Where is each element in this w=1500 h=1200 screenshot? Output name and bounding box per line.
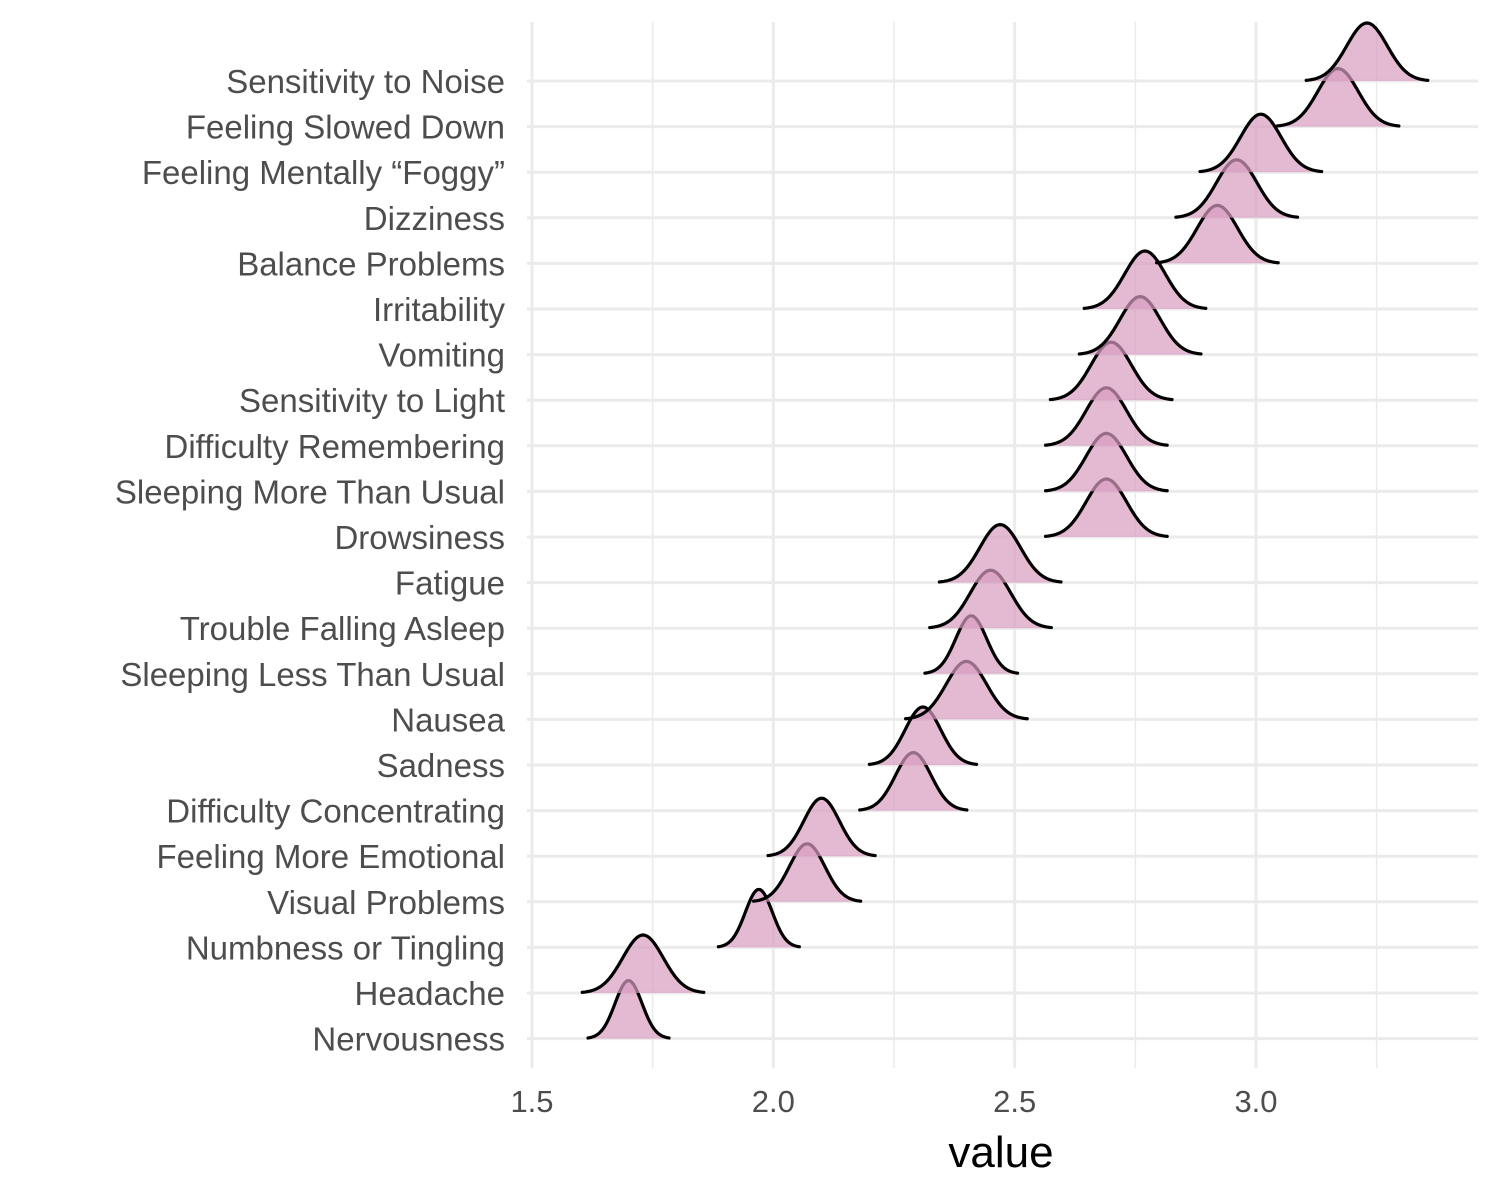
density-line [867, 705, 979, 766]
y-axis-labels: Sensitivity to Noise Feeling Slowed Down F… [115, 63, 506, 1058]
y-tick-label: Headache [355, 975, 505, 1012]
ridge-11 [937, 523, 1063, 584]
x-tick-label: 3.0 [1234, 1084, 1277, 1119]
density-line [580, 933, 706, 994]
density-fill [1200, 114, 1322, 173]
y-tick-label: Sleeping More Than Usual [115, 473, 505, 510]
x-tick-label: 1.5 [510, 1084, 553, 1119]
y-tick-label: Vomiting [378, 337, 505, 374]
density-fill [1079, 296, 1201, 355]
y-tick-label: Feeling Slowed Down [186, 109, 505, 146]
density-fill [1045, 387, 1168, 446]
density-line [1082, 249, 1208, 310]
density-fill [939, 524, 1061, 583]
y-tick-label: Feeling More Emotional [157, 838, 506, 875]
y-tick-label: Visual Problems [267, 884, 505, 921]
y-tick-label: Difficulty Remembering [164, 428, 505, 465]
y-tick-label: Dizziness [364, 200, 505, 237]
density-line [1198, 112, 1324, 174]
density-line [766, 796, 877, 858]
density-fill [869, 707, 977, 765]
density-fill [768, 798, 876, 857]
density-line [1304, 21, 1430, 82]
y-tick-label: Sadness [377, 747, 505, 784]
y-tick-label: Fatigue [395, 565, 505, 602]
density-fill [1175, 159, 1298, 218]
ridge-0 [1304, 21, 1430, 82]
density-fill [859, 752, 967, 811]
y-tick-label: Difficulty Concentrating [166, 793, 505, 830]
density-fill [582, 935, 704, 993]
density-line [937, 523, 1063, 584]
density-fill [587, 980, 670, 1039]
y-tick-label: Feeling Mentally “Foggy” [142, 154, 505, 191]
y-tick-label: Sensitivity to Noise [226, 63, 505, 100]
density-fill [1277, 68, 1399, 127]
density-fill [1045, 433, 1168, 492]
x-axis-labels: 1.5 2.0 2.5 3.0 [510, 1084, 1277, 1119]
y-tick-label: Sensitivity to Light [239, 382, 505, 419]
ridge-5 [1082, 249, 1208, 310]
y-tick-label: Trouble Falling Asleep [180, 610, 505, 647]
density-fill [924, 615, 1018, 674]
y-tick-label: Drowsiness [334, 519, 505, 556]
ridge-19 [716, 887, 801, 949]
x-axis-title: value [948, 1128, 1053, 1177]
y-tick-label: Numbness or Tingling [186, 929, 505, 966]
density-fill [753, 843, 861, 902]
density-fill [1050, 342, 1173, 401]
density-fill [1045, 479, 1168, 537]
grid [527, 22, 1478, 1068]
density-fill [929, 570, 1052, 629]
density-fill [905, 661, 1028, 720]
y-tick-label: Irritability [373, 291, 506, 328]
ridge-2 [1198, 112, 1324, 174]
y-tick-label: Sleeping Less Than Usual [120, 656, 505, 693]
density-fill [1306, 23, 1428, 81]
ridge-20 [580, 933, 706, 994]
x-tick-label: 2.0 [752, 1084, 795, 1119]
y-tick-label: Balance Problems [237, 245, 505, 282]
ridges [580, 21, 1430, 1040]
ridge-17 [766, 796, 877, 858]
density-fill [1084, 251, 1206, 309]
x-tick-label: 2.5 [993, 1084, 1036, 1119]
y-tick-label: Nausea [391, 701, 505, 738]
density-fill [1156, 205, 1279, 264]
ridge-15 [867, 705, 979, 766]
y-tick-label: Nervousness [312, 1021, 505, 1058]
density-line [716, 887, 801, 949]
density-fill [718, 889, 800, 948]
